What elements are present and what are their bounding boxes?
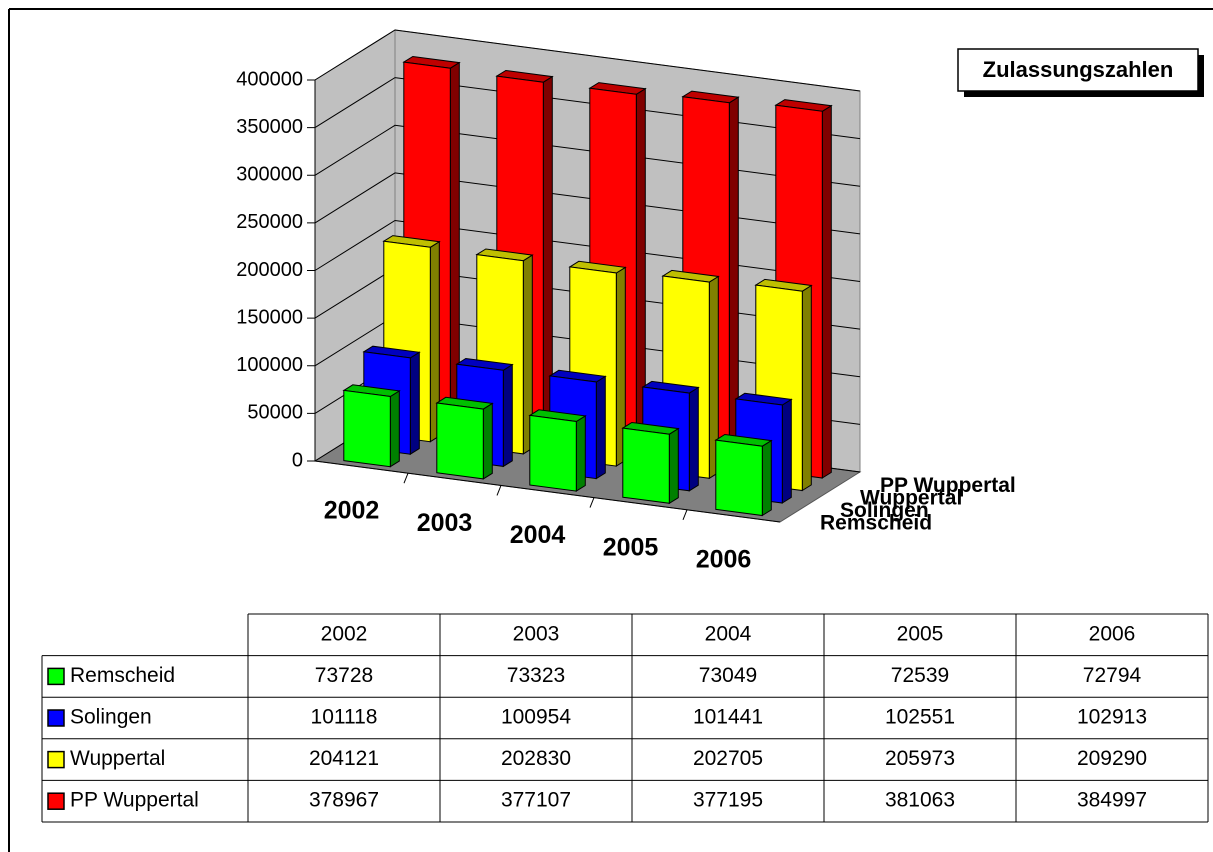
- table-cell: 202705: [693, 747, 763, 770]
- legend-label: PP Wuppertal: [70, 789, 199, 812]
- table-cell: 205973: [885, 747, 955, 770]
- legend-label: Wuppertal: [70, 747, 165, 770]
- table-header: 2006: [1089, 622, 1136, 645]
- y-tick-label: 250000: [236, 211, 303, 233]
- data-table: 2002 2003 2004 2005 2006 Remscheid 73728 73323 7…: [41, 613, 1209, 823]
- bar-front: [622, 427, 670, 504]
- y-tick-label: 150000: [236, 306, 303, 328]
- bar: [342, 384, 401, 468]
- x-tick: [682, 509, 688, 520]
- table-header: 2004: [705, 622, 752, 645]
- table-cell: 72794: [1083, 664, 1142, 687]
- table-header: 2005: [897, 622, 944, 645]
- table-cell: 100954: [501, 706, 571, 729]
- series-label: Remscheid: [820, 511, 932, 534]
- y-tick-label: 0: [292, 449, 303, 471]
- series-label: PP Wuppertal: [880, 474, 1016, 497]
- legend-label: Remscheid: [70, 664, 175, 687]
- chart-title: Zulassungszahlen: [983, 57, 1174, 82]
- x-tick: [496, 485, 502, 496]
- legend-label: Solingen: [70, 706, 152, 729]
- y-tick-label: 50000: [247, 402, 303, 424]
- table-cell: 378967: [309, 789, 379, 812]
- table-cell: 377195: [693, 789, 763, 812]
- bar: [528, 409, 587, 493]
- table-cell: 73728: [315, 664, 373, 687]
- x-tick-label: 2006: [696, 546, 752, 574]
- series-label: Wuppertal: [860, 486, 962, 509]
- bar-side: [781, 398, 792, 504]
- legend-swatch: [47, 792, 65, 810]
- bar-side: [761, 439, 772, 517]
- bar: [435, 396, 494, 480]
- table-cell: 209290: [1077, 747, 1147, 770]
- table-cell: 73049: [699, 664, 757, 687]
- table-header: 2003: [513, 622, 560, 645]
- table-cell: 102913: [1077, 706, 1147, 729]
- bar: [621, 421, 680, 505]
- bar-side: [502, 363, 513, 468]
- x-tick: [403, 473, 409, 484]
- bar-side: [821, 104, 832, 479]
- y-tick-label: 350000: [236, 116, 303, 138]
- bar-side: [595, 375, 606, 480]
- y-tick-label: 400000: [236, 68, 303, 90]
- x-tick-label: 2002: [324, 497, 380, 525]
- table-cell: 73323: [507, 664, 565, 687]
- bar-side: [668, 427, 679, 505]
- table-cell: 101118: [311, 706, 378, 729]
- table-cell: 381063: [885, 789, 955, 812]
- bar-side: [409, 351, 420, 456]
- bar-side: [688, 386, 699, 492]
- table-cell: 202830: [501, 747, 571, 770]
- x-tick-label: 2005: [603, 533, 659, 561]
- y-tick-label: 100000: [236, 354, 303, 376]
- x-tick-label: 2004: [510, 521, 566, 549]
- legend-swatch: [47, 750, 65, 769]
- bar-front: [715, 439, 763, 517]
- x-tick: [589, 497, 595, 508]
- bar-side: [389, 389, 400, 468]
- bar-front: [529, 414, 577, 492]
- table-header: 2002: [321, 622, 368, 645]
- bar-front: [343, 389, 391, 468]
- table-cell: 377107: [501, 789, 571, 812]
- table-cell: 101441: [693, 706, 763, 729]
- bar-side: [575, 414, 586, 493]
- y-tick-label: 300000: [236, 164, 303, 186]
- table-cell: 204121: [309, 747, 379, 770]
- series-label: Solingen: [840, 499, 929, 522]
- bar: [714, 433, 773, 517]
- y-tick-label: 200000: [236, 259, 303, 281]
- x-tick-label: 2003: [417, 509, 473, 537]
- title-box: [957, 48, 1199, 92]
- bar-front: [436, 402, 484, 480]
- table-cell: 102551: [885, 706, 955, 729]
- grid-line: [314, 29, 861, 92]
- legend-swatch: [47, 667, 65, 686]
- plot: 0 50000 100000 150000 200000 250000 300000 3500…: [236, 29, 1016, 574]
- table-cell: 72539: [891, 664, 949, 687]
- bar-side: [801, 284, 812, 492]
- legend-swatch: [47, 709, 65, 727]
- bar-side: [482, 402, 493, 480]
- x-axis: [314, 460, 781, 523]
- table-cell: 384997: [1077, 789, 1147, 812]
